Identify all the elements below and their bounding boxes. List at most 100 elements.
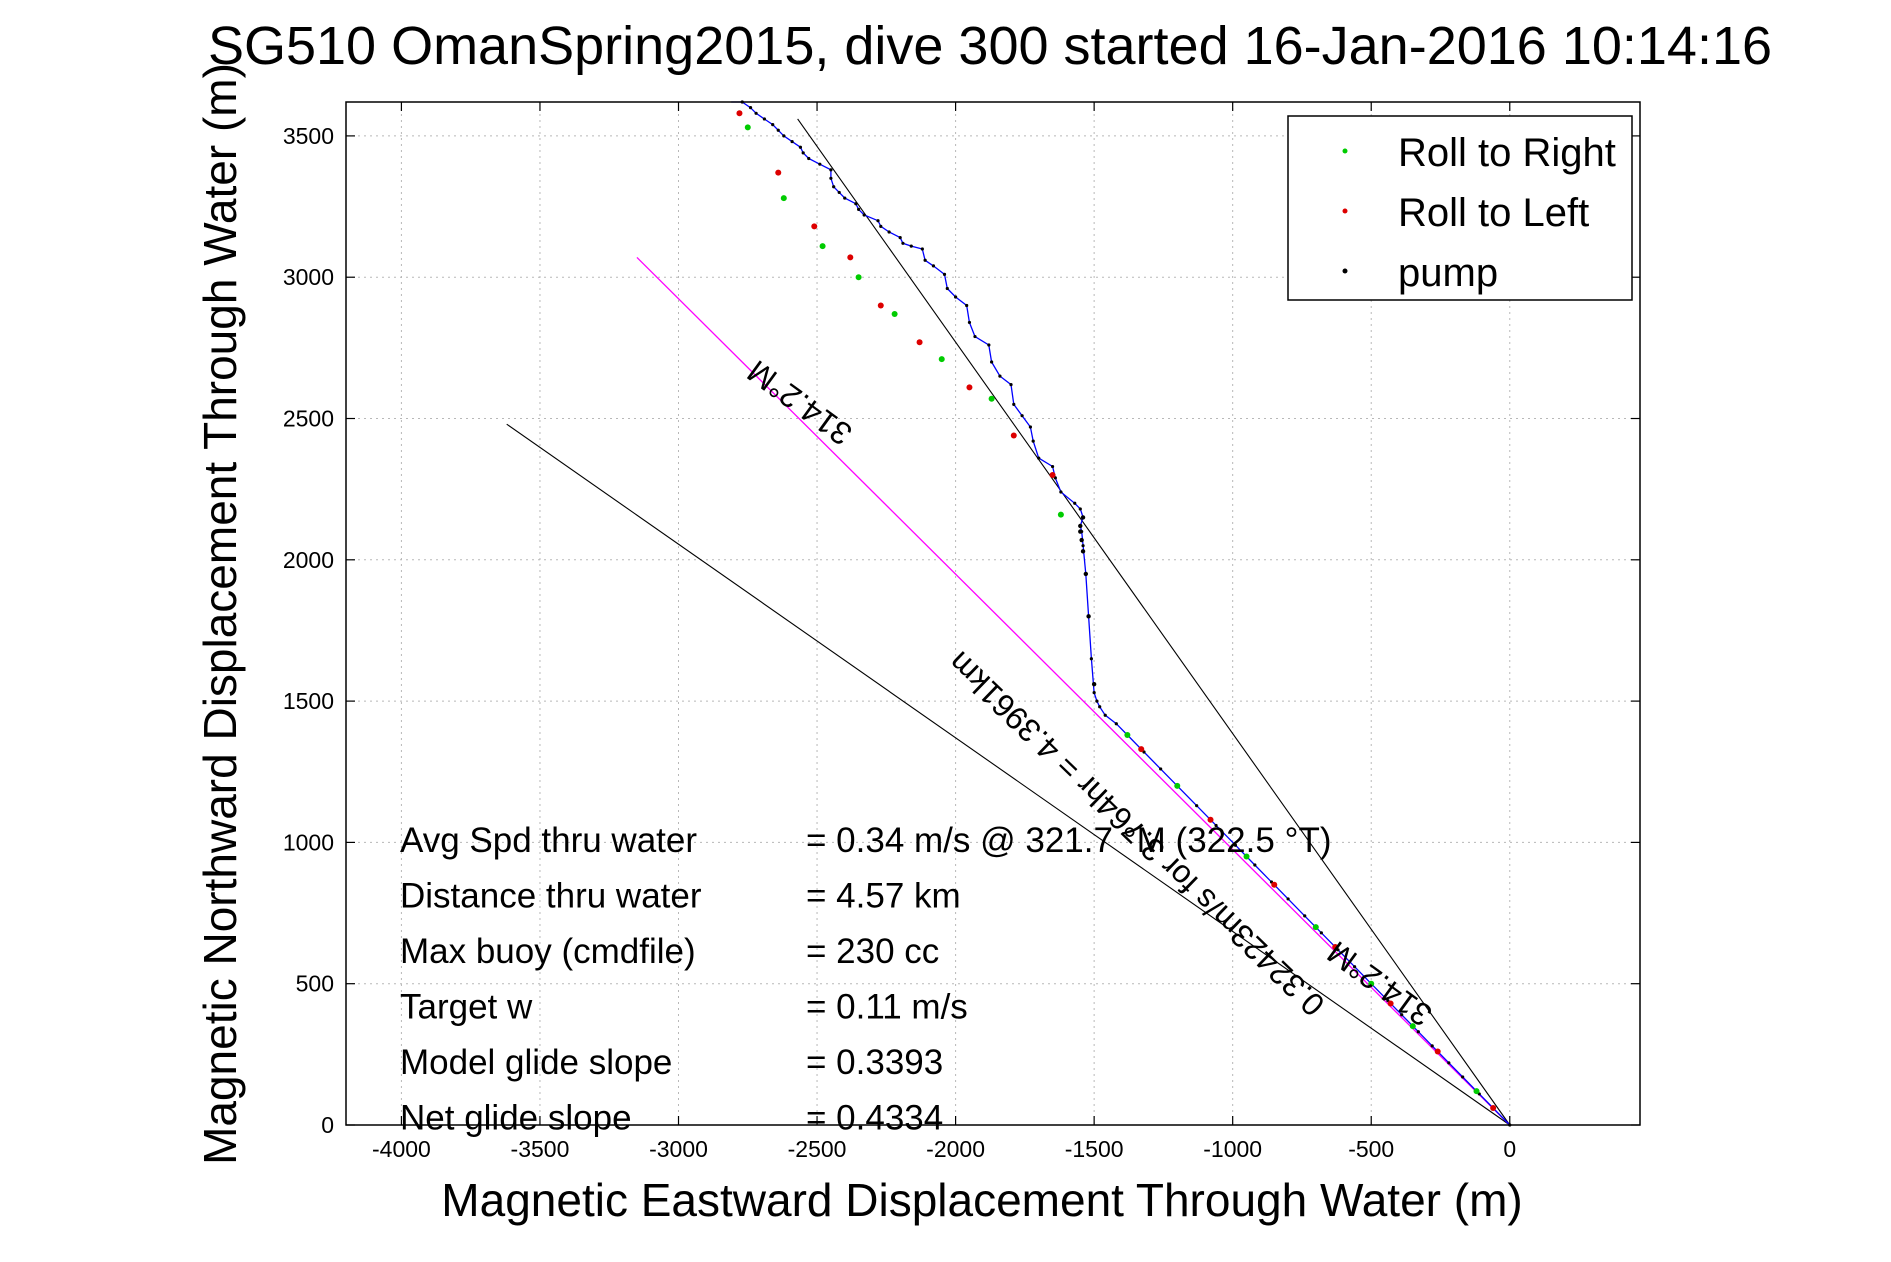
- track-point: [901, 241, 905, 245]
- stat-value: = 230 cc: [806, 932, 939, 971]
- x-tick-label: -1000: [1203, 1136, 1262, 1162]
- x-tick-label: -1500: [1065, 1136, 1124, 1162]
- stat-value: = 4.57 km: [806, 877, 961, 916]
- track-point: [1352, 965, 1357, 969]
- track-point: [998, 374, 1002, 378]
- plot-frame: [345, 101, 1641, 1126]
- y-axis-label: Magnetic Northward Displacement Through …: [194, 63, 246, 1165]
- roll-left-point: [1138, 746, 1145, 753]
- stat-label: Model glide slope: [400, 1043, 672, 1082]
- track-layer: [731, 100, 1512, 1127]
- roll-left-point: [1049, 472, 1056, 479]
- track-point: [1253, 863, 1257, 867]
- track-point: [909, 244, 913, 248]
- y-tick-label: 1500: [283, 688, 334, 714]
- track-point: [854, 202, 858, 206]
- track-point: [1195, 804, 1199, 808]
- track-point: [798, 145, 803, 149]
- x-tick-label: -2500: [788, 1136, 847, 1162]
- track-point: [818, 162, 822, 166]
- roll-right-point: [1312, 924, 1319, 931]
- stat-value: = 0.4334: [806, 1099, 943, 1138]
- roll-right-point: [744, 124, 751, 131]
- stat-label: Avg Spd thru water: [400, 821, 697, 860]
- track-point: [1103, 713, 1107, 717]
- pump-point: [1080, 549, 1086, 554]
- track-point: [1159, 767, 1163, 771]
- current-vector-line: [636, 256, 1511, 1126]
- legend-marker-roll-left: [1342, 208, 1348, 214]
- grid-lines: [346, 102, 1640, 1126]
- roll-left-point: [1387, 1000, 1394, 1007]
- x-axis-label: Magnetic Eastward Displacement Through W…: [441, 1174, 1522, 1226]
- pump-point: [1078, 523, 1083, 529]
- y-tick-label: 2000: [283, 547, 334, 573]
- stat-label: Max buoy (cmdfile): [400, 932, 696, 971]
- roll-left-point: [966, 384, 973, 391]
- track-point: [920, 247, 924, 251]
- y-tick-label: 1000: [283, 829, 334, 855]
- track-point: [790, 139, 794, 144]
- track-point: [1059, 490, 1063, 494]
- pump-point: [1078, 529, 1083, 534]
- legend-marker-pump: [1342, 268, 1348, 274]
- track-point: [1073, 501, 1077, 505]
- track-point: [1050, 464, 1055, 469]
- track-point: [857, 207, 861, 211]
- track-point: [776, 128, 780, 132]
- track-point: [923, 258, 927, 262]
- stat-value: = 0.3393: [806, 1043, 943, 1082]
- track-point: [771, 123, 775, 127]
- track-point: [1081, 544, 1085, 548]
- pump-point: [1086, 614, 1091, 619]
- chart-title: SG510 OmanSpring2015, dive 300 started 1…: [208, 16, 1772, 76]
- track-point: [1012, 402, 1016, 406]
- pump-point: [1083, 571, 1089, 577]
- reference-line: [506, 423, 1511, 1126]
- axis-ticks: -4000 -3500 -3000 -2500 -2000 -1500 -1000 -500 0…: [283, 102, 1640, 1162]
- legend-label-roll-right: Roll to Right: [1398, 131, 1616, 175]
- track-point: [931, 264, 936, 268]
- roll-right-point: [855, 274, 862, 281]
- roll-right-point: [1409, 1023, 1416, 1030]
- track-point: [990, 360, 994, 364]
- roll-right-point: [988, 395, 995, 402]
- track-point: [1037, 456, 1041, 460]
- track-point: [879, 224, 883, 228]
- track-point: [1098, 705, 1102, 709]
- x-tick-label: -3000: [649, 1136, 708, 1162]
- roll-left-point: [847, 254, 854, 261]
- stat-label: Net glide slope: [400, 1099, 632, 1138]
- legend-marker-roll-right: [1342, 148, 1348, 154]
- track-point: [967, 320, 972, 325]
- roll-left-point: [811, 223, 818, 230]
- x-tick-label: -2000: [926, 1136, 985, 1162]
- track-point: [1447, 1061, 1451, 1065]
- x-tick-label: -3500: [511, 1136, 570, 1162]
- track-point: [945, 286, 949, 291]
- roll-left-point: [736, 110, 743, 117]
- pump-point: [1091, 681, 1097, 687]
- y-tick-label: 0: [321, 1112, 334, 1138]
- track-point: [1078, 507, 1082, 511]
- roll-left-point: [1271, 881, 1278, 888]
- roll-left-point: [1332, 943, 1339, 950]
- roll-right-point: [780, 195, 787, 202]
- pump-point: [1079, 537, 1084, 543]
- y-tick-label: 500: [296, 971, 334, 997]
- y-tick-label: 3500: [283, 123, 334, 149]
- roll-right-point: [1057, 511, 1064, 518]
- roll-left-point: [1010, 432, 1017, 439]
- track-point: [953, 295, 958, 299]
- track-point: [782, 134, 786, 138]
- track-point: [762, 117, 767, 121]
- track-point: [942, 272, 947, 276]
- track-point: [1092, 691, 1096, 695]
- track-point: [1303, 914, 1307, 918]
- track-point: [973, 334, 977, 339]
- roll-right-point: [1368, 980, 1375, 987]
- track-point: [807, 156, 811, 161]
- track-point: [832, 185, 836, 189]
- roll-right-point: [1473, 1088, 1480, 1095]
- roll-right-point: [819, 243, 826, 250]
